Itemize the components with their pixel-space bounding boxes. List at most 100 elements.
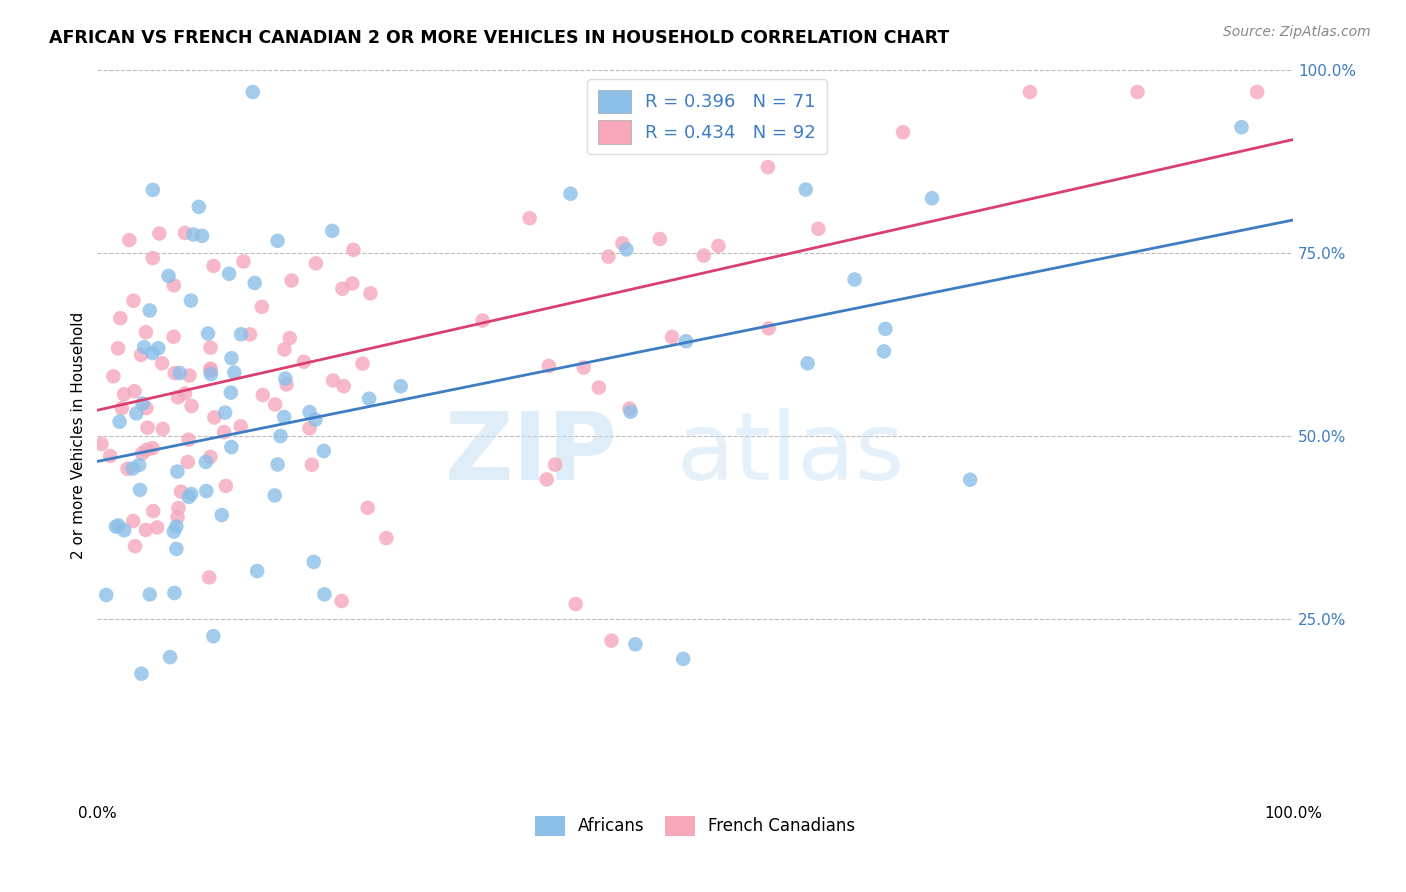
Text: Source: ZipAtlas.com: Source: ZipAtlas.com [1223,25,1371,39]
Point [195,484,218,499]
Point [612,236,634,251]
Point [330,594,353,608]
Point [620,405,643,419]
Point [359,286,381,301]
Point [166,465,188,479]
Point [200,367,222,381]
Point [129,348,152,362]
Point [263,488,285,502]
Point [598,250,620,264]
Point [321,224,343,238]
Point [794,183,817,197]
Point [131,666,153,681]
Point [264,397,287,411]
Point [187,200,209,214]
Point [128,458,150,472]
Point [180,399,202,413]
Point [177,455,200,469]
Point [135,401,157,416]
Point [200,364,222,378]
Point [180,293,202,308]
Point [389,379,412,393]
Point [246,564,269,578]
Point [278,331,301,345]
Point [174,226,197,240]
Point [332,379,354,393]
Point [232,254,254,268]
Point [194,455,217,469]
Point [273,343,295,357]
Point [141,346,163,360]
Point [675,334,697,349]
Point [135,325,157,339]
Point [564,597,586,611]
Point [122,514,145,528]
Point [103,369,125,384]
Point [229,327,252,342]
Point [661,330,683,344]
Point [163,524,186,539]
Point [266,234,288,248]
Point [124,384,146,399]
Point [273,409,295,424]
Point [142,183,165,197]
Point [174,386,197,401]
Point [215,479,238,493]
Point [212,425,235,439]
Point [165,541,187,556]
Point [138,587,160,601]
Point [357,392,380,406]
Point [142,504,165,518]
Point [229,419,252,434]
Point [758,321,780,335]
Point [111,401,134,416]
Point [921,191,943,205]
Point [122,293,145,308]
Point [131,396,153,410]
Point [163,278,186,293]
Legend: Africans, French Canadians: Africans, French Canadians [527,807,863,845]
Point [117,462,139,476]
Point [142,441,165,455]
Point [242,85,264,99]
Point [875,322,897,336]
Point [167,500,190,515]
Point [624,637,647,651]
Point [138,303,160,318]
Point [280,273,302,287]
Point [250,300,273,314]
Point [218,267,240,281]
Point [707,239,730,253]
Point [648,232,671,246]
Point [118,233,141,247]
Point [375,531,398,545]
Point [616,243,638,257]
Point [600,633,623,648]
Point [959,473,981,487]
Point [112,387,135,401]
Point [676,115,699,129]
Point [181,227,204,242]
Point [356,500,378,515]
Point [191,228,214,243]
Point [221,351,243,366]
Point [322,374,344,388]
Point [157,268,180,283]
Point [166,510,188,524]
Point [148,341,170,355]
Point [98,449,121,463]
Point [796,356,818,370]
Point [844,272,866,286]
Point [544,458,567,472]
Point [873,344,896,359]
Point [342,277,364,291]
Point [105,519,128,533]
Point [330,282,353,296]
Point [177,433,200,447]
Point [224,366,246,380]
Point [180,487,202,501]
Text: atlas: atlas [676,409,905,500]
Point [134,340,156,354]
Point [163,366,186,380]
Point [148,227,170,241]
